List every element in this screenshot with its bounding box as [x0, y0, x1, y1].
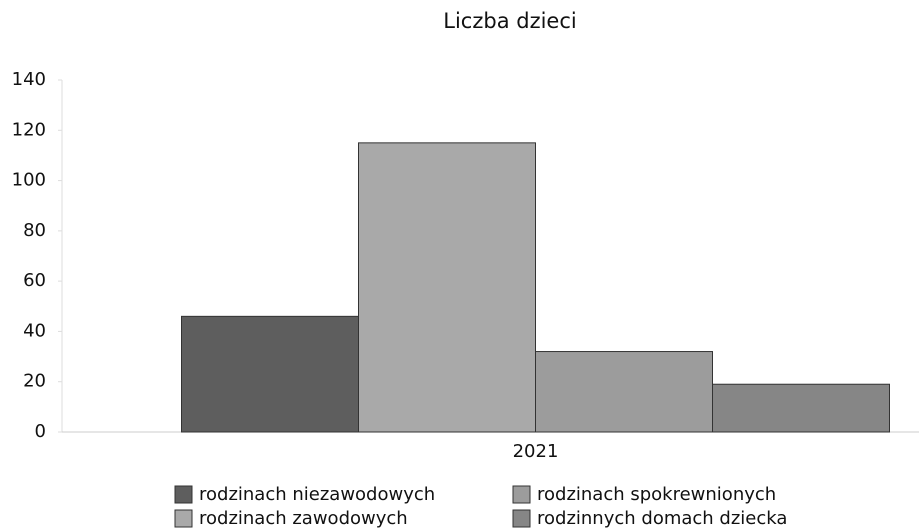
bar	[535, 351, 713, 433]
x-tick-label: 2021	[513, 441, 559, 462]
bar	[712, 383, 890, 433]
legend-swatch	[512, 509, 531, 528]
y-tick-label: 120	[12, 119, 46, 140]
bar	[181, 315, 359, 433]
y-tick-label: 40	[23, 320, 46, 341]
legend-swatch	[174, 485, 193, 504]
y-tick-label: 0	[35, 421, 46, 442]
bar	[358, 142, 536, 433]
legend-label: rodzinach niezawodowych	[199, 484, 435, 505]
chart-title: Liczba dzieci	[443, 9, 576, 33]
y-tick-label: 80	[23, 220, 46, 241]
y-tick-label: 20	[23, 371, 46, 392]
y-tick-label: 100	[12, 170, 46, 191]
legend-label: rodzinach spokrewnionych	[537, 484, 776, 505]
y-tick-label: 140	[12, 69, 46, 90]
legend-label: rodzinach zawodowych	[199, 508, 408, 529]
y-tick-label: 60	[23, 270, 46, 291]
legend-swatch	[512, 485, 531, 504]
legend-swatch	[174, 509, 193, 528]
legend-label: rodzinnych domach dziecka	[537, 508, 787, 529]
